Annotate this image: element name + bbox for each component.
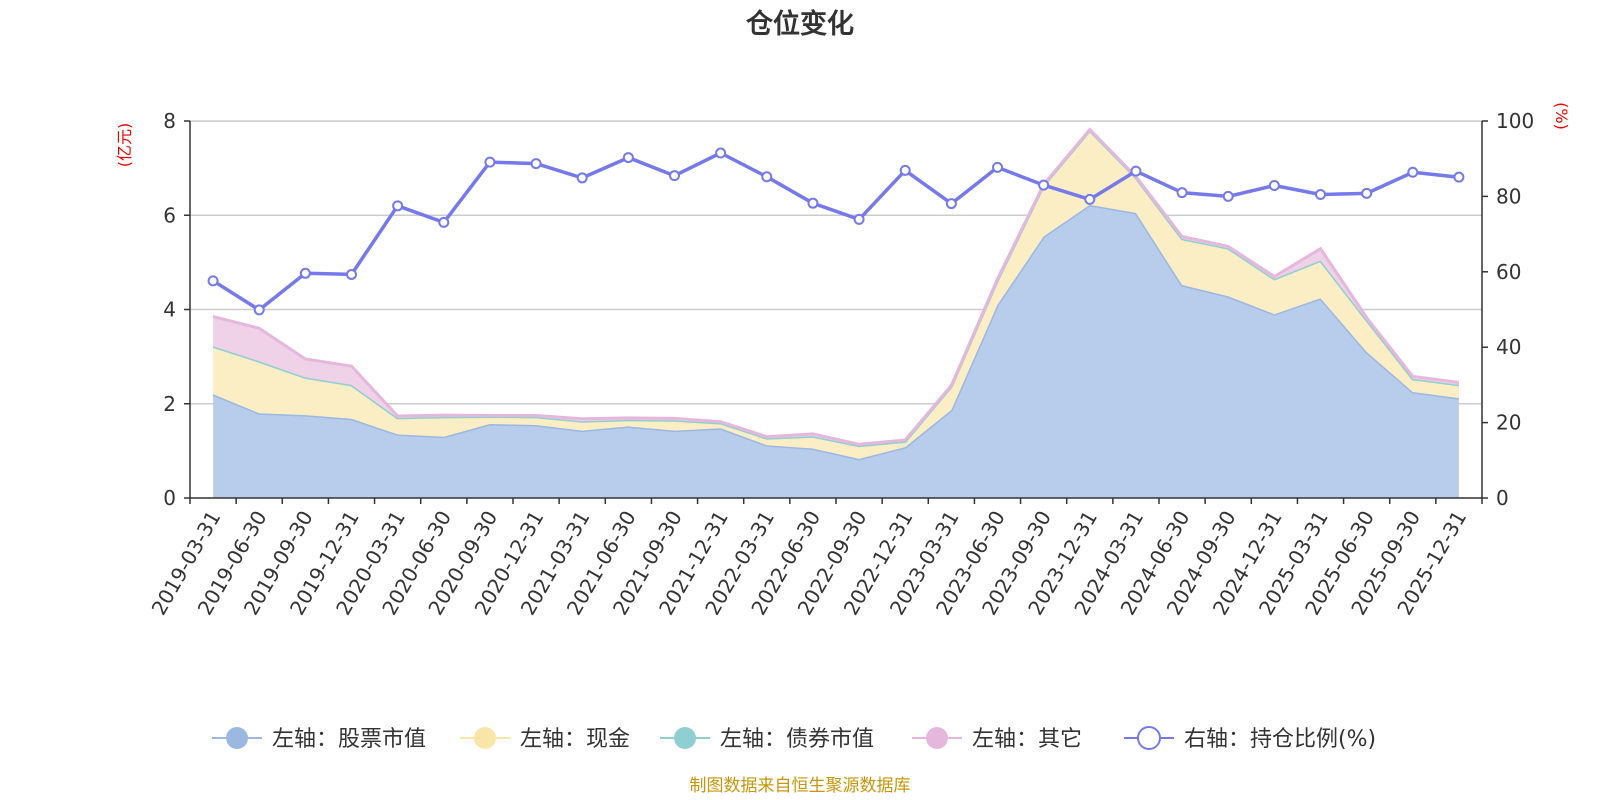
ratio-point <box>992 161 1003 173</box>
ratio-point <box>1222 190 1234 202</box>
ratio-point <box>853 213 865 225</box>
left-axis-tick-label: 8 <box>163 109 176 133</box>
legend-label: 左轴：股票市值 <box>272 727 426 752</box>
right-axis-tick-label: 80 <box>1496 184 1521 208</box>
area-series-4-edge <box>212 127 1460 446</box>
ratio-line <box>207 147 1465 316</box>
ratio-point <box>669 170 680 182</box>
left-axis-tick-label: 4 <box>163 298 176 322</box>
ratio-point <box>1130 165 1142 177</box>
ratio-point <box>484 156 496 168</box>
ratio-point <box>1084 193 1096 205</box>
left-axis-tick-label: 0 <box>163 486 176 510</box>
legend-marker <box>474 727 496 749</box>
legend-label: 左轴：现金 <box>520 727 630 752</box>
area-series-1 <box>213 204 1459 498</box>
legend-label: 左轴：债券市值 <box>720 727 874 752</box>
ratio-point <box>899 164 911 176</box>
chart-title: 仓位变化 <box>745 8 854 40</box>
right-axis-tick-label: 20 <box>1496 411 1521 435</box>
ratio-point <box>1407 166 1419 178</box>
ratio-point <box>761 171 773 183</box>
legend-label: 右轴：持仓比例(%) <box>1184 727 1376 752</box>
right-axis-tick-label: 0 <box>1496 486 1509 510</box>
ratio-point <box>1038 179 1050 191</box>
ratio-point <box>392 200 404 212</box>
ratio-point <box>530 158 542 170</box>
right-axis-tick-label: 40 <box>1496 335 1521 359</box>
right-axis-unit: (%) <box>1552 102 1571 130</box>
ratio-point <box>299 267 311 279</box>
ratio-point <box>1361 187 1373 199</box>
stacked-areas <box>212 127 1460 498</box>
ratio-point <box>1453 171 1465 183</box>
ratio-point <box>1268 179 1280 191</box>
ratio-point <box>807 197 819 209</box>
left-axis-tick-label: 6 <box>163 203 176 227</box>
ratio-point <box>715 147 727 159</box>
legend-marker <box>1137 726 1161 750</box>
ratio-point <box>945 198 957 210</box>
ratio-point <box>576 172 588 184</box>
data-source-note: 制图数据来自恒生聚源数据库 <box>690 776 911 796</box>
legend-marker <box>674 727 696 749</box>
ratio-point <box>207 275 219 287</box>
ratio-point <box>346 268 357 280</box>
ratio-point <box>1176 187 1188 199</box>
ratio-point <box>438 216 450 228</box>
ratio-point <box>622 152 634 164</box>
legend-marker <box>226 727 248 749</box>
ratio-line-path <box>212 151 1460 312</box>
left-axis-tick-label: 2 <box>163 392 176 416</box>
legend-label: 左轴：其它 <box>972 727 1082 752</box>
legend: 左轴：股票市值 左轴：现金 左轴：债券市值 左轴：其它 右轴：持仓比例(%) <box>212 726 1376 752</box>
ratio-point <box>1315 189 1326 201</box>
left-axis-unit: (亿元) <box>115 123 134 168</box>
area-series-2 <box>213 130 1459 459</box>
legend-marker <box>926 727 948 749</box>
right-axis-tick-label: 100 <box>1496 109 1534 133</box>
ratio-point <box>253 304 265 316</box>
right-axis-tick-label: 60 <box>1496 260 1521 284</box>
